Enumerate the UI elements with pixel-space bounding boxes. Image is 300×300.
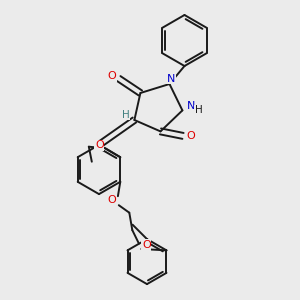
Text: H: H (122, 110, 129, 120)
Text: O: O (107, 195, 116, 205)
Text: O: O (108, 71, 117, 81)
Text: O: O (186, 131, 195, 141)
Text: O: O (142, 240, 151, 250)
Text: N: N (167, 74, 176, 84)
Text: N: N (187, 101, 196, 111)
Text: O: O (95, 140, 104, 150)
Text: H: H (195, 105, 203, 116)
